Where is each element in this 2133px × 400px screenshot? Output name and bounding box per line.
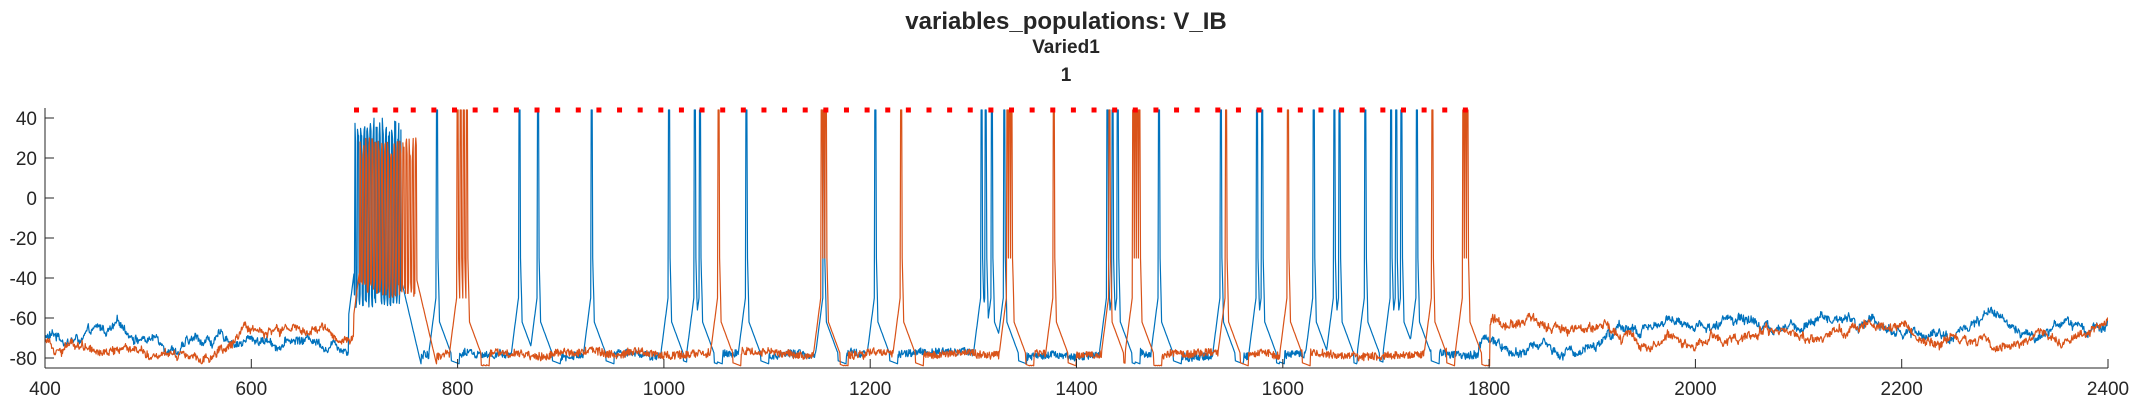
spike-marker — [720, 107, 726, 113]
x-tick-label: 1400 — [1055, 379, 1097, 400]
y-tick-label: 0 — [26, 189, 37, 210]
spike-marker — [431, 107, 437, 113]
spike-marker — [1050, 107, 1056, 113]
x-tick-label: 2400 — [2087, 379, 2129, 400]
spike-marker — [452, 107, 458, 113]
spike-marker — [1029, 107, 1035, 113]
spike-marker — [1091, 107, 1097, 113]
spike-marker — [802, 107, 808, 113]
spike-marker — [393, 107, 399, 113]
spike-marker — [472, 107, 478, 113]
spike-marker — [1009, 107, 1015, 113]
spike-marker — [885, 107, 891, 113]
spike-marker — [782, 107, 788, 113]
spike-marker — [740, 107, 746, 113]
spike-marker — [1194, 107, 1200, 113]
spike-marker — [1215, 107, 1221, 113]
spike-marker — [988, 107, 994, 113]
spike-marker — [1421, 107, 1427, 113]
x-tick-label: 1000 — [643, 379, 685, 400]
spike-marker — [513, 107, 519, 113]
y-tick-label: -80 — [10, 349, 37, 370]
spike-marker — [905, 107, 911, 113]
y-tick-label: 20 — [16, 149, 37, 170]
spike-marker — [1380, 107, 1386, 113]
spike-marker — [1339, 107, 1345, 113]
y-axis: 40 20 0 -20 -40 -60 -80 — [10, 108, 54, 370]
y-tick-label: 40 — [16, 109, 37, 130]
spike-marker — [864, 107, 870, 113]
chart-subtitle-2: 1 — [1061, 65, 1072, 86]
y-tick-label: -40 — [10, 269, 37, 290]
spike-marker — [1235, 107, 1241, 113]
spike-marker — [372, 107, 378, 113]
spike-marker — [1132, 107, 1138, 113]
spike-marker — [1070, 107, 1076, 113]
spike-marker — [575, 107, 581, 113]
spike-marker — [678, 107, 684, 113]
spike-marker — [658, 107, 664, 113]
spike-marker — [534, 107, 540, 113]
spike-marker — [1462, 107, 1468, 113]
spike-marker — [1400, 107, 1406, 113]
spike-marker — [1297, 107, 1303, 113]
spike-marker — [1153, 107, 1159, 113]
spike-marker — [699, 107, 705, 113]
spike-marker — [843, 107, 849, 113]
x-tick-label: 800 — [442, 379, 474, 400]
spike-marker — [410, 107, 416, 113]
spike-marker — [1277, 107, 1283, 113]
chart-title: variables_populations: V_IB — [905, 8, 1226, 35]
x-tick-label: 1600 — [1262, 379, 1304, 400]
spike-marker — [823, 107, 829, 113]
spike-marker — [617, 107, 623, 113]
series-line-1 — [45, 109, 2108, 365]
spike-marker — [1442, 107, 1448, 113]
x-tick-label: 2000 — [1674, 379, 1716, 400]
spike-marker — [1318, 107, 1324, 113]
x-tick-label: 400 — [29, 379, 61, 400]
spike-marker — [926, 107, 932, 113]
spike-marker — [1256, 107, 1262, 113]
spike-marker — [637, 107, 643, 113]
x-axis: 400 600 800 1000 1200 1400 1600 1800 2000 2200 240… — [29, 359, 2129, 400]
spike-marker — [596, 107, 602, 113]
spike-marker — [947, 107, 953, 113]
plot-area — [45, 107, 2108, 367]
x-tick-label: 2200 — [1881, 379, 1923, 400]
spike-marker — [1112, 107, 1118, 113]
spike-marker — [555, 107, 561, 113]
y-tick-label: -60 — [10, 309, 37, 330]
x-tick-label: 600 — [235, 379, 267, 400]
spike-marker — [967, 107, 973, 113]
x-tick-label: 1200 — [849, 379, 891, 400]
series-line-2 — [45, 109, 2108, 367]
spike-marker — [354, 107, 360, 113]
spike-marker — [761, 107, 767, 113]
chart-subtitle-1: Varied1 — [1032, 37, 1100, 58]
x-tick-label: 1800 — [1468, 379, 1510, 400]
y-tick-label: -20 — [10, 229, 37, 250]
spike-marker — [1174, 107, 1180, 113]
spike-marker — [1359, 107, 1365, 113]
spike-marker — [493, 107, 499, 113]
